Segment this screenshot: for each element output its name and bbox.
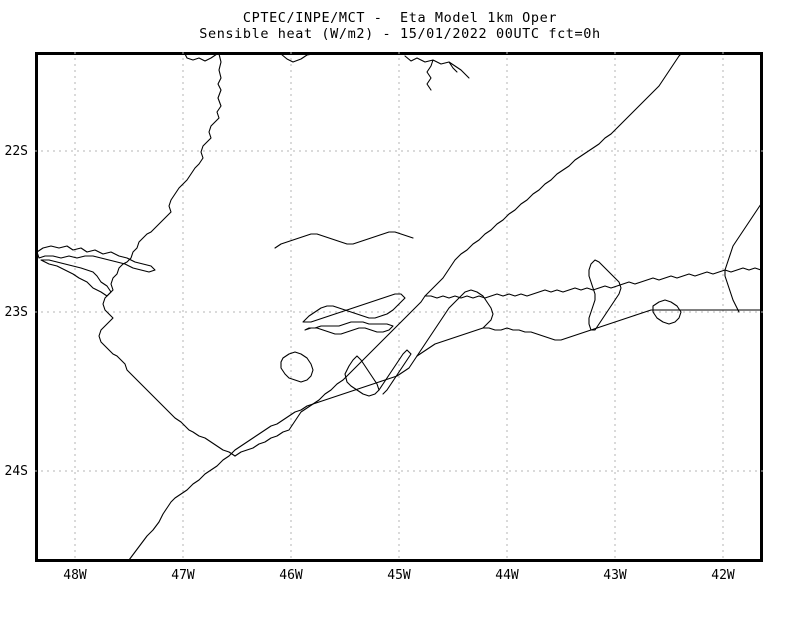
river-feature-north-west [184,53,218,62]
ilha-grande-south [304,321,394,335]
chart-title-line-1: CPTEC/INPE/MCT - Eta Model 1km Oper [242,10,558,26]
x-tick-label-45W: 45W [387,568,411,583]
x-tick-label-42W: 42W [711,568,735,583]
coastline-inlet-ubatuba [378,349,412,395]
lagoa-feature-east [652,299,682,325]
chart-title-block: CPTEC/INPE/MCT - Eta Model 1km Oper Sens… [0,10,800,42]
river-feature-north-center [280,53,314,63]
x-tick-label-46W: 46W [279,568,303,583]
state-border-sp-mg-west [98,53,236,457]
map-plot-area: 22S 23S 24S 48W 47W 46W 45W 44W 43W 42W [5,52,763,583]
coastline-sao-paulo-south [128,355,418,561]
lake-feature-west [36,245,156,273]
small-island-paraty [280,351,314,383]
x-tick-label-48W: 48W [63,568,87,583]
river-feature-north-east [404,55,470,91]
x-tick-label-44W: 44W [495,568,519,583]
map-geometry [36,53,762,561]
lake-feature-west-lower [40,259,112,297]
x-tick-label-43W: 43W [603,568,627,583]
ilha-de-sao-sebastiao [344,355,380,397]
state-border-rj-mg-east [424,267,762,299]
y-tick-label-24S: 24S [4,464,28,479]
coastline-interior-bay-detail [274,231,414,249]
y-tick-label-22S: 22S [4,144,28,159]
coastline-rj-east-cabo-frio [724,203,762,313]
chart-title-line-2: Sensible heat (W/m2) - 15/01/2022 00UTC … [199,26,601,42]
x-tick-label-47W: 47W [171,568,195,583]
coastline-angra-bay [416,289,494,357]
gridlines [35,52,763,562]
y-tick-label-23S: 23S [4,305,28,320]
ilha-grande [302,293,406,323]
state-border-sp-mg-rj-junction [234,53,682,457]
baia-de-guanabara [588,259,622,331]
map-canvas [35,52,763,562]
